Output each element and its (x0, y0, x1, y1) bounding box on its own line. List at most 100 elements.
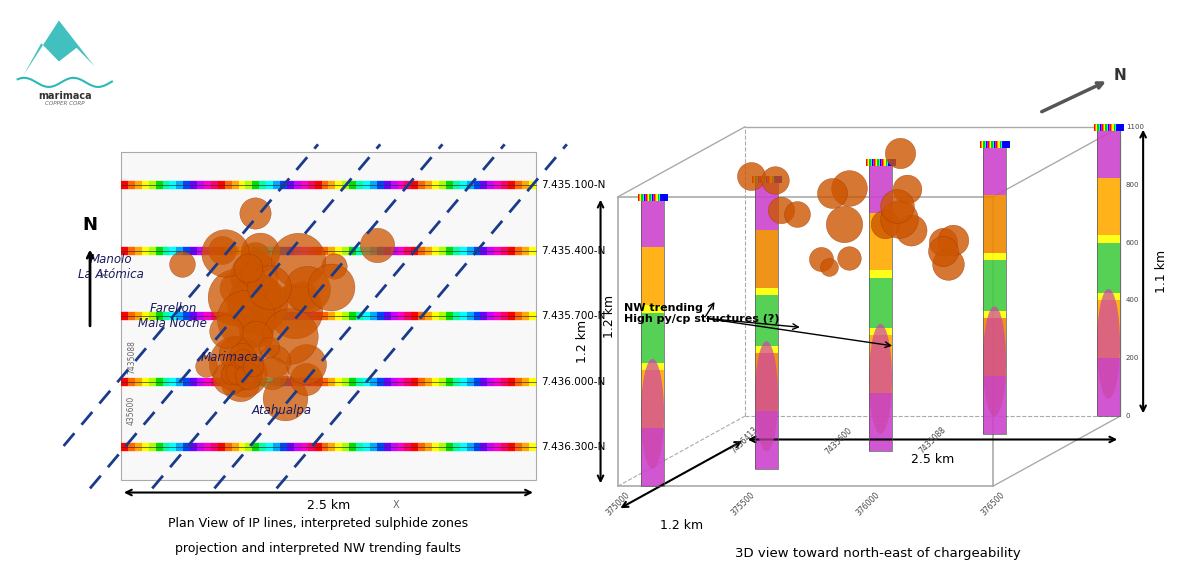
Polygon shape (641, 226, 664, 233)
Polygon shape (1097, 344, 1120, 351)
Polygon shape (982, 195, 1006, 202)
Text: 7.436.000-N: 7.436.000-N (541, 377, 605, 387)
Point (212, 245, 231, 254)
Polygon shape (869, 415, 892, 422)
Polygon shape (982, 174, 1006, 180)
Ellipse shape (1097, 289, 1120, 399)
Polygon shape (1097, 236, 1120, 242)
Text: 0: 0 (1126, 413, 1131, 419)
Text: 1.2 km: 1.2 km (576, 320, 589, 363)
Point (219, 373, 238, 382)
Polygon shape (641, 378, 664, 385)
Text: 7.435.100-N: 7.435.100-N (541, 180, 605, 190)
Polygon shape (982, 145, 1006, 151)
Polygon shape (1097, 351, 1120, 358)
Text: COPPER CORP: COPPER CORP (45, 101, 85, 106)
Polygon shape (869, 343, 892, 350)
Polygon shape (1097, 300, 1120, 308)
Polygon shape (641, 298, 664, 306)
Text: Farellon
Mala Noche: Farellon Mala Noche (139, 302, 207, 331)
Polygon shape (1097, 286, 1120, 293)
Text: 375500: 375500 (729, 491, 756, 518)
Polygon shape (755, 251, 777, 259)
Polygon shape (1097, 149, 1120, 156)
Polygon shape (982, 260, 1006, 267)
Polygon shape (641, 363, 664, 370)
Polygon shape (869, 299, 892, 307)
Point (297, 374, 316, 384)
Polygon shape (869, 430, 892, 436)
Polygon shape (869, 278, 892, 285)
Polygon shape (1097, 257, 1120, 264)
Polygon shape (1097, 271, 1120, 279)
Polygon shape (755, 432, 777, 440)
Polygon shape (982, 275, 1006, 282)
Text: 7.435.700-N: 7.435.700-N (541, 311, 605, 321)
Polygon shape (869, 379, 892, 386)
Polygon shape (641, 356, 664, 363)
Polygon shape (869, 401, 892, 408)
Point (216, 248, 234, 257)
Polygon shape (1097, 264, 1120, 271)
Polygon shape (755, 425, 777, 432)
Polygon shape (869, 191, 892, 198)
Polygon shape (1097, 192, 1120, 199)
Polygon shape (755, 382, 777, 389)
Polygon shape (24, 20, 94, 75)
Text: 1.2 km: 1.2 km (660, 519, 703, 532)
Polygon shape (755, 288, 777, 295)
Point (812, 254, 830, 263)
Polygon shape (1097, 329, 1120, 337)
Polygon shape (869, 314, 892, 321)
Text: Y: Y (100, 273, 111, 278)
Text: Marimaca: Marimaca (201, 351, 259, 364)
Point (237, 315, 256, 324)
Text: NW trending
High py/cp structures (?): NW trending High py/cp structures (?) (623, 303, 779, 324)
Polygon shape (641, 291, 664, 298)
Point (263, 368, 282, 377)
Polygon shape (641, 435, 664, 443)
Polygon shape (755, 302, 777, 310)
Polygon shape (869, 270, 892, 278)
Text: 600: 600 (1126, 240, 1139, 246)
Polygon shape (869, 285, 892, 292)
Polygon shape (1097, 242, 1120, 250)
Polygon shape (755, 324, 777, 331)
Polygon shape (1097, 315, 1120, 322)
Polygon shape (869, 444, 892, 451)
Polygon shape (1097, 387, 1120, 394)
Point (238, 372, 257, 381)
Point (324, 262, 343, 271)
Text: N: N (82, 216, 98, 234)
Polygon shape (982, 412, 1006, 419)
Polygon shape (755, 360, 777, 368)
Polygon shape (641, 218, 664, 226)
Point (834, 220, 853, 229)
Polygon shape (641, 320, 664, 327)
Polygon shape (869, 336, 892, 343)
Polygon shape (1097, 279, 1120, 286)
Polygon shape (755, 411, 777, 418)
Polygon shape (755, 389, 777, 397)
Point (247, 294, 266, 303)
Ellipse shape (755, 341, 777, 451)
Polygon shape (1097, 373, 1120, 380)
Point (227, 368, 246, 377)
Point (197, 362, 216, 371)
Polygon shape (982, 180, 1006, 188)
Polygon shape (982, 303, 1006, 311)
Text: 200: 200 (1126, 355, 1139, 361)
Polygon shape (1097, 199, 1120, 207)
Polygon shape (755, 273, 777, 281)
Polygon shape (869, 184, 892, 191)
Polygon shape (641, 428, 664, 435)
Point (322, 283, 340, 292)
Polygon shape (869, 227, 892, 234)
Polygon shape (755, 418, 777, 425)
Polygon shape (641, 327, 664, 334)
Polygon shape (869, 386, 892, 393)
Text: 1100: 1100 (1126, 124, 1144, 130)
Polygon shape (982, 289, 1006, 296)
Point (934, 247, 953, 256)
Point (227, 358, 246, 368)
